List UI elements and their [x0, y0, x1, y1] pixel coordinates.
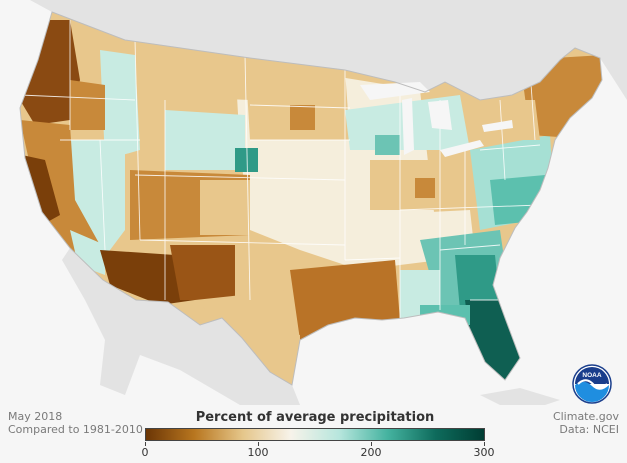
region-panhandle	[420, 305, 470, 325]
region-east-texas	[290, 260, 400, 340]
canada-landmass	[30, 0, 627, 100]
region-california-coast	[22, 155, 60, 225]
region-dakotas	[245, 55, 350, 140]
map-caption-right: Climate.gov Data: NCEI	[553, 410, 619, 436]
region-dakotas-dry-patch	[290, 105, 315, 130]
region-indiana-dry	[415, 178, 435, 198]
map-caption-left: May 2018 Compared to 1981-2010	[8, 410, 143, 436]
noaa-logo: NOAA	[572, 364, 612, 404]
legend-tick-label: 200	[360, 446, 382, 459]
lake-superior	[360, 82, 430, 100]
legend-tick-label: 100	[247, 446, 269, 459]
legend-tick-mark	[145, 442, 146, 446]
lake-huron	[428, 100, 452, 130]
region-nevada	[65, 140, 125, 270]
lake-ontario	[482, 120, 513, 132]
region-colorado-east	[200, 180, 250, 235]
credit-data-label: Data: NCEI	[559, 423, 619, 436]
legend-tick-mark	[258, 442, 259, 446]
lake-erie	[440, 140, 484, 157]
us-outline	[19, 11, 603, 386]
great-lakes-water	[360, 82, 513, 157]
region-montana	[125, 40, 250, 100]
region-arizona-south	[100, 250, 195, 305]
region-west-texas	[195, 290, 295, 340]
legend-tick-mark	[484, 442, 485, 446]
region-virginia-wet	[490, 175, 545, 225]
baseline-label: Compared to 1981-2010	[8, 423, 143, 436]
credit-site-label: Climate.gov	[552, 410, 619, 423]
period-label: May 2018	[8, 410, 63, 423]
noaa-logo-text: NOAA	[582, 372, 601, 379]
region-nebraska-wet	[235, 148, 258, 172]
region-south-texas	[265, 330, 300, 385]
legend-tick-label: 0	[141, 446, 149, 459]
region-california-interior	[20, 120, 100, 260]
legend-color-bar	[145, 428, 485, 441]
region-florida	[465, 300, 525, 385]
region-wyoming	[165, 110, 245, 170]
region-new-mexico	[170, 245, 235, 300]
legend-title: Percent of average precipitation	[195, 410, 435, 425]
region-oregon-interior	[70, 80, 105, 130]
legend-tick-label: 300	[473, 446, 495, 459]
state-borders	[20, 20, 541, 320]
cuba-landmass	[480, 388, 560, 405]
lake-michigan	[402, 98, 414, 155]
mexico-landmass	[62, 248, 300, 405]
legend-tick-mark	[371, 442, 372, 446]
region-idaho	[100, 50, 140, 160]
region-michigan-wet	[375, 135, 400, 155]
region-georgia-wet	[455, 255, 500, 310]
region-new-england-light	[500, 100, 540, 140]
